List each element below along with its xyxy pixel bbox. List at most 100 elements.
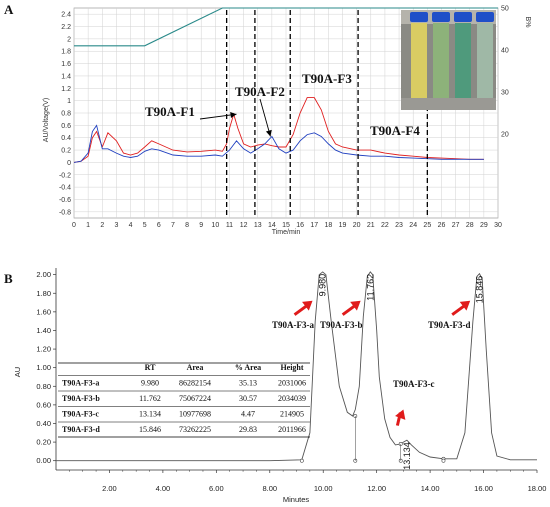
panel-a-x-tick-label: 21 — [367, 222, 375, 229]
panel-a-x-tick-label: 16 — [296, 222, 304, 229]
fraction-label: T90A-F2 — [235, 84, 285, 99]
panel-a-x-tick-label: 24 — [409, 222, 417, 229]
panel-a-x-tick-label: 4 — [129, 222, 133, 229]
table-cell: 4.47 — [241, 410, 255, 419]
fraction-arrow-head — [230, 112, 237, 118]
panel-a-x-tick-label: 7 — [171, 222, 175, 229]
panel-b-x-tick-label: 18.00 — [528, 484, 547, 493]
peak-retention-label: 15.846 — [475, 276, 485, 304]
panel-a-xlabel: Time/min — [272, 229, 301, 236]
panel-a-y-right-tick-label: 40 — [501, 48, 509, 55]
peak-callout-arrow-head — [350, 300, 361, 311]
table-cell: 214905 — [280, 410, 304, 419]
panel-a-y-right-tick-label: 30 — [501, 90, 509, 97]
table-cell: 2031006 — [278, 379, 306, 388]
panel-a-x-tick-label: 26 — [438, 222, 446, 229]
panel-a-y-tick-label: 1 — [67, 98, 71, 105]
panel-b-y-tick-label: 1.40 — [36, 326, 51, 335]
panel-a-x-tick-label: 30 — [494, 222, 502, 229]
panel-a-x-tick-label: 17 — [310, 222, 318, 229]
vials-photo — [401, 10, 496, 110]
panel-a-x-tick-label: 19 — [339, 222, 347, 229]
panel-a-y-tick-label: 2 — [67, 36, 71, 43]
panel-a-label: A — [4, 2, 14, 17]
panel-a-fraction-annotations: T90A-F1 T90A-F2 T90A-F3 T90A-F4 — [145, 10, 428, 218]
table-cell: 75067224 — [179, 394, 211, 403]
table-cell: 2011966 — [278, 425, 306, 434]
panel-a-x-tick-label: 6 — [157, 222, 161, 229]
panel-a-series — [73, 7, 498, 163]
panel-a-x-tick-label: 12 — [240, 222, 248, 229]
peak-table: RT Area % Area Height T90A-F3-a 9.980 86282154… — [58, 362, 310, 438]
integration-marker — [299, 458, 304, 463]
table-cell: 29.83 — [239, 425, 257, 434]
fraction-arrow-line — [199, 113, 237, 120]
panel-b-x-tick-label: 12.00 — [367, 484, 386, 493]
peak-callout-label: T90A-F3-a — [272, 320, 314, 330]
panel-a-x-tick-label: 1 — [86, 222, 90, 229]
panel-a-y-tick-label: 2.4 — [61, 12, 71, 19]
panel-b-x-tick-label: 10.00 — [314, 484, 333, 493]
panel-b-y-tick-label: 1.00 — [36, 363, 51, 372]
panel-b-ticks: 0.00 0.20 0.40 0.60 0.80 1.00 1.20 1.40 1.60 1.80… — [36, 268, 546, 493]
panel-a-y-tick-label: 1.2 — [61, 86, 71, 93]
peak-retention-label: 13.134 — [402, 442, 412, 470]
panel-b-ylabel: AU — [13, 367, 22, 377]
panel-a-ylabel-left: AU/Voltage(V) — [43, 98, 50, 142]
table-cell: 30.57 — [239, 394, 257, 403]
table-cell: T90A-F3-d — [62, 425, 100, 434]
panel-a-x-tick-label: 2 — [100, 222, 104, 229]
table-cell: 86282154 — [179, 379, 211, 388]
panel-b-x-tick-label: 4.00 — [156, 484, 171, 493]
panel-a-y-tick-label: -0.6 — [59, 197, 71, 204]
panel-b-x-tick-label: 2.00 — [102, 484, 117, 493]
panel-a-y-tick-label: -0.2 — [59, 172, 71, 179]
panel-a-x-tick-label: 13 — [254, 222, 262, 229]
fraction-label: T90A-F4 — [370, 123, 420, 138]
fraction-label: T90A-F1 — [145, 104, 195, 119]
panel-a-y-tick-label: 0.8 — [61, 111, 71, 118]
panel-a-y-tick-label: 1.6 — [61, 61, 71, 68]
integration-marker — [441, 458, 446, 463]
table-header-cell: % Area — [235, 363, 261, 372]
panel-a-y-tick-label: 0.4 — [61, 135, 71, 142]
peak-retention-label: 9.980 — [318, 274, 328, 297]
panel-a-y-tick-label: 0 — [67, 160, 71, 167]
panel-a-x-tick-label: 28 — [466, 222, 474, 229]
panel-a-x-tick-label: 8 — [185, 222, 189, 229]
panel-a-series-line-2 — [74, 7, 498, 47]
panel-b-y-tick-label: 1.80 — [36, 289, 51, 298]
panel-b-x-tick-label: 6.00 — [209, 484, 224, 493]
panel-a-y-tick-label: 1.8 — [61, 49, 71, 56]
panel-a-x-tick-label: 18 — [325, 222, 333, 229]
table-cell: 9.980 — [141, 379, 159, 388]
panel-a-x-tick-label: 5 — [143, 222, 147, 229]
panel-b-x-tick-label: 16.00 — [474, 484, 493, 493]
panel-a-x-tick-label: 9 — [199, 222, 203, 229]
panel-a-x-tick-label: 11 — [226, 222, 233, 229]
panel-b-y-tick-label: 1.60 — [36, 307, 51, 316]
peak-callout-arrow-head — [459, 300, 471, 311]
table-cell: T90A-F3-b — [62, 394, 100, 403]
fraction-label: T90A-F3 — [302, 71, 352, 86]
panel-a-y-tick-label: 0.2 — [61, 148, 71, 155]
panel-b-y-tick-label: 0.20 — [36, 438, 51, 447]
panel-a-x-tick-label: 3 — [114, 222, 118, 229]
panel-a-y-tick-label: 0.6 — [61, 123, 71, 130]
peak-retention-label: 11.762 — [365, 274, 375, 301]
panel-a-y-tick-label: 2.2 — [61, 24, 71, 31]
panel-a-x-tick-label: 20 — [353, 222, 361, 229]
panel-a-y-tick-label: -0.8 — [59, 209, 71, 216]
table-cell: 10977698 — [179, 410, 211, 419]
panel-b-x-tick-label: 8.00 — [262, 484, 277, 493]
panel-b-x-tick-label: 14.00 — [421, 484, 440, 493]
panel-b-y-tick-label: 2.00 — [36, 270, 51, 279]
panel-b-y-tick-label: 0.40 — [36, 419, 51, 428]
panel-a-grid — [73, 8, 499, 218]
table-header-cell: Area — [187, 363, 204, 372]
panel-a-x-tick-label: 22 — [381, 222, 389, 229]
panel-a-series-line-1 — [73, 124, 484, 163]
table-header-cell: Height — [280, 363, 303, 372]
panel-b-frame — [53, 270, 539, 472]
